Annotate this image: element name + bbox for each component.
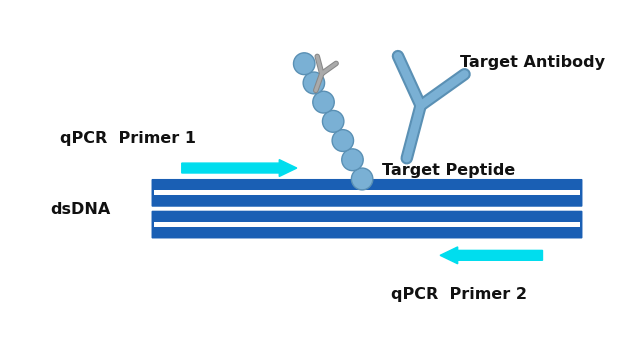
Circle shape [323, 110, 344, 132]
Circle shape [303, 72, 324, 94]
Circle shape [313, 91, 334, 113]
Text: qPCR  Primer 1: qPCR Primer 1 [60, 131, 196, 146]
Circle shape [351, 168, 373, 190]
Circle shape [342, 149, 363, 171]
FancyBboxPatch shape [152, 179, 582, 207]
Text: Target Antibody: Target Antibody [460, 56, 605, 70]
Circle shape [294, 53, 315, 75]
Text: qPCR  Primer 2: qPCR Primer 2 [392, 287, 527, 302]
Bar [154, 222, 580, 227]
Text: Target Peptide: Target Peptide [381, 162, 515, 178]
Circle shape [332, 130, 353, 151]
FancyArrow shape [182, 160, 297, 177]
FancyArrow shape [440, 247, 543, 264]
FancyBboxPatch shape [152, 211, 582, 238]
Bar [154, 190, 580, 195]
Text: dsDNA: dsDNA [50, 202, 110, 217]
